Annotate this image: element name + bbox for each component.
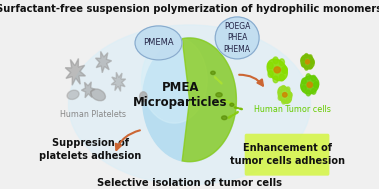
Text: Suppresion of
platelets adhesion: Suppresion of platelets adhesion	[39, 138, 142, 161]
Polygon shape	[234, 107, 242, 110]
Ellipse shape	[215, 17, 259, 59]
Circle shape	[286, 87, 290, 92]
Circle shape	[309, 55, 312, 59]
Circle shape	[312, 88, 316, 94]
Polygon shape	[81, 82, 95, 98]
Ellipse shape	[301, 76, 319, 94]
Ellipse shape	[305, 60, 310, 64]
Circle shape	[139, 92, 147, 102]
Circle shape	[306, 74, 310, 80]
Circle shape	[302, 57, 305, 61]
Circle shape	[279, 59, 284, 66]
Circle shape	[305, 54, 308, 58]
Text: POEGA
PHEA
PHEMA: POEGA PHEA PHEMA	[224, 22, 251, 53]
Ellipse shape	[282, 93, 287, 97]
Circle shape	[286, 98, 290, 103]
Circle shape	[302, 78, 306, 84]
Ellipse shape	[301, 55, 314, 69]
Polygon shape	[96, 51, 111, 73]
FancyArrowPatch shape	[116, 130, 140, 150]
Text: Selective isolation of tumor cells: Selective isolation of tumor cells	[97, 178, 282, 188]
Ellipse shape	[69, 25, 310, 185]
Text: PMEA
Microparticles: PMEA Microparticles	[133, 81, 228, 109]
Circle shape	[302, 62, 305, 67]
Circle shape	[142, 36, 207, 123]
Polygon shape	[111, 72, 126, 91]
Circle shape	[268, 62, 273, 69]
Ellipse shape	[67, 90, 79, 99]
Circle shape	[278, 95, 282, 100]
Circle shape	[306, 90, 310, 96]
Ellipse shape	[278, 86, 291, 103]
Circle shape	[311, 60, 314, 64]
Circle shape	[282, 67, 287, 73]
Polygon shape	[230, 103, 234, 106]
Circle shape	[288, 92, 292, 97]
Circle shape	[273, 76, 278, 83]
Text: Human Tumor cells: Human Tumor cells	[254, 105, 331, 114]
Circle shape	[282, 67, 287, 73]
Circle shape	[282, 99, 285, 104]
Circle shape	[279, 74, 284, 81]
Circle shape	[143, 38, 236, 162]
Ellipse shape	[267, 59, 287, 81]
Circle shape	[309, 65, 312, 69]
Circle shape	[312, 75, 316, 81]
FancyArrowPatch shape	[239, 75, 263, 86]
Polygon shape	[211, 71, 215, 74]
Circle shape	[302, 86, 306, 91]
Circle shape	[314, 82, 318, 88]
Ellipse shape	[91, 89, 105, 101]
Circle shape	[288, 92, 292, 97]
Text: Human Platelets: Human Platelets	[61, 110, 127, 119]
Circle shape	[311, 60, 314, 64]
Circle shape	[282, 86, 285, 90]
Polygon shape	[182, 38, 236, 162]
Polygon shape	[216, 93, 222, 97]
Ellipse shape	[307, 82, 312, 88]
Text: Surfactant-free suspension polymerization of hydrophilic monomers: Surfactant-free suspension polymerizatio…	[0, 4, 379, 14]
Polygon shape	[222, 99, 234, 105]
Circle shape	[314, 82, 318, 88]
Circle shape	[268, 71, 273, 77]
Circle shape	[278, 89, 282, 94]
Polygon shape	[65, 59, 85, 85]
FancyBboxPatch shape	[245, 134, 329, 176]
Polygon shape	[215, 77, 222, 84]
Text: Enhancement of
tumor cells adhesion: Enhancement of tumor cells adhesion	[230, 143, 345, 166]
Circle shape	[273, 57, 278, 64]
Text: PMEMA: PMEMA	[143, 38, 174, 47]
Polygon shape	[222, 116, 227, 120]
Polygon shape	[228, 112, 238, 118]
Ellipse shape	[135, 26, 182, 60]
Ellipse shape	[274, 67, 280, 73]
Circle shape	[305, 66, 308, 70]
